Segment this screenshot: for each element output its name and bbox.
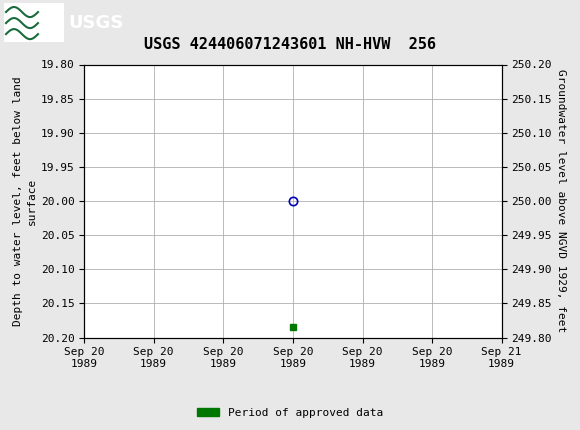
Text: USGS: USGS	[68, 14, 124, 32]
Y-axis label: Depth to water level, feet below land
surface: Depth to water level, feet below land su…	[13, 76, 37, 326]
FancyBboxPatch shape	[4, 3, 64, 42]
Text: USGS 424406071243601 NH-HVW  256: USGS 424406071243601 NH-HVW 256	[144, 37, 436, 52]
Y-axis label: Groundwater level above NGVD 1929, feet: Groundwater level above NGVD 1929, feet	[556, 69, 566, 333]
Legend: Period of approved data: Period of approved data	[193, 403, 387, 422]
